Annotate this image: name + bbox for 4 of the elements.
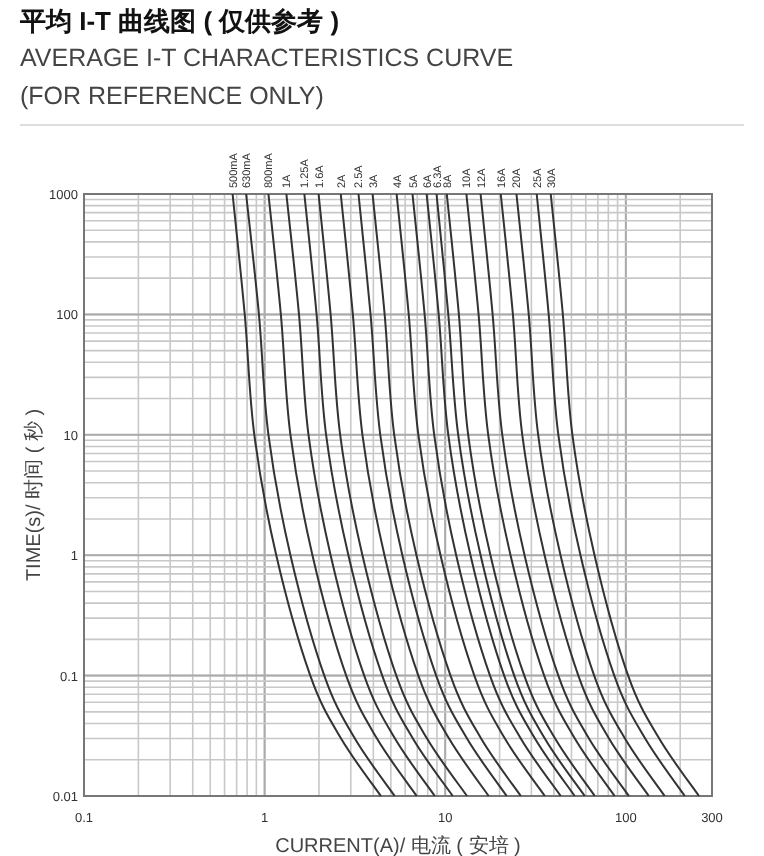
title: 平均 I-T 曲线图 ( 仅供参考 )	[20, 4, 342, 40]
subtitle: AVERAGE I-T CHARACTERISTICS CURVE (FOR REFERENCE ONLY)	[20, 42, 516, 114]
ylabel: TIME(s)/ 时间 ( 秒 )	[24, 408, 46, 582]
xlabel: CURRENT(A)/ 电流 ( 安培 )	[275, 836, 521, 856]
